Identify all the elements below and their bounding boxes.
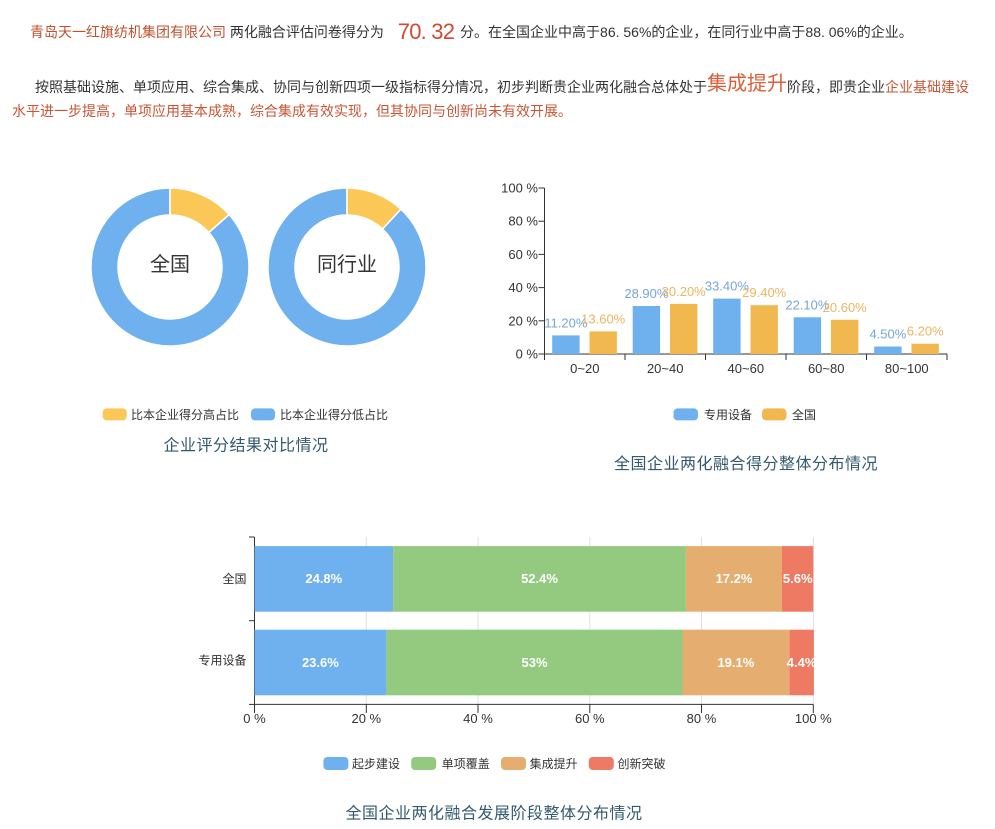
svg-text:40~60: 40~60 [728, 361, 765, 376]
svg-text:比本企业得分低占比: 比本企业得分低占比 [280, 407, 388, 422]
svg-text:40 %: 40 % [463, 711, 493, 726]
svg-text:11.20%: 11.20% [544, 315, 588, 330]
svg-text:20.60%: 20.60% [823, 300, 868, 315]
svg-text:60~80: 60~80 [808, 361, 845, 376]
svg-text:29.40%: 29.40% [742, 285, 787, 300]
svg-text:60 %: 60 % [508, 247, 538, 262]
svg-text:28.90%: 28.90% [624, 286, 669, 301]
svg-text:20 %: 20 % [508, 313, 538, 328]
svg-text:全国: 全国 [792, 407, 816, 422]
svg-text:80 %: 80 % [508, 214, 538, 229]
svg-text:集成提升: 集成提升 [530, 756, 578, 771]
svg-text:专用设备: 专用设备 [704, 407, 752, 422]
svg-text:单项覆盖: 单项覆盖 [442, 757, 490, 771]
svg-text:全国: 全国 [222, 571, 246, 586]
svg-text:6.20%: 6.20% [907, 324, 944, 339]
svg-text:22.10%: 22.10% [785, 297, 830, 312]
svg-text:23.6%: 23.6% [302, 655, 339, 670]
svg-text:80~100: 80~100 [885, 361, 929, 376]
svg-text:19.1%: 19.1% [717, 655, 754, 670]
svg-text:企业评分结果对比情况: 企业评分结果对比情况 [163, 437, 328, 455]
svg-text:0 %: 0 % [516, 347, 539, 362]
svg-text:全国企业两化融合发展阶段整体分布情况: 全国企业两化融合发展阶段整体分布情况 [345, 805, 642, 823]
svg-text:起步建设: 起步建设 [352, 757, 400, 771]
svg-text:33.40%: 33.40% [705, 279, 750, 294]
svg-text:60 %: 60 % [575, 711, 605, 726]
svg-text:53%: 53% [521, 655, 547, 670]
svg-text:100 %: 100 % [795, 711, 832, 726]
svg-text:创新突破: 创新突破 [618, 756, 666, 771]
svg-text:20~40: 20~40 [647, 361, 684, 376]
svg-text:4.4%: 4.4% [787, 655, 817, 670]
svg-text:5.6%: 5.6% [783, 571, 813, 586]
svg-text:24.8%: 24.8% [305, 571, 342, 586]
svg-text:80 %: 80 % [687, 711, 717, 726]
svg-text:52.4%: 52.4% [521, 571, 558, 586]
svg-text:30.20%: 30.20% [662, 284, 707, 299]
svg-text:4.50%: 4.50% [869, 327, 906, 342]
svg-text:40 %: 40 % [508, 280, 538, 295]
svg-text:同行业: 同行业 [317, 253, 377, 276]
svg-text:0 %: 0 % [243, 711, 266, 726]
svg-text:全国企业两化融合得分整体分布情况: 全国企业两化融合得分整体分布情况 [614, 455, 878, 473]
svg-text:全国: 全国 [150, 253, 190, 276]
svg-text:13.60%: 13.60% [581, 311, 626, 326]
svg-text:比本企业得分高占比: 比本企业得分高占比 [131, 407, 239, 422]
svg-text:17.2%: 17.2% [716, 571, 753, 586]
svg-text:专用设备: 专用设备 [198, 653, 246, 668]
svg-text:20 %: 20 % [351, 711, 381, 726]
svg-text:0~20: 0~20 [570, 361, 599, 376]
svg-text:100 %: 100 % [501, 181, 538, 196]
